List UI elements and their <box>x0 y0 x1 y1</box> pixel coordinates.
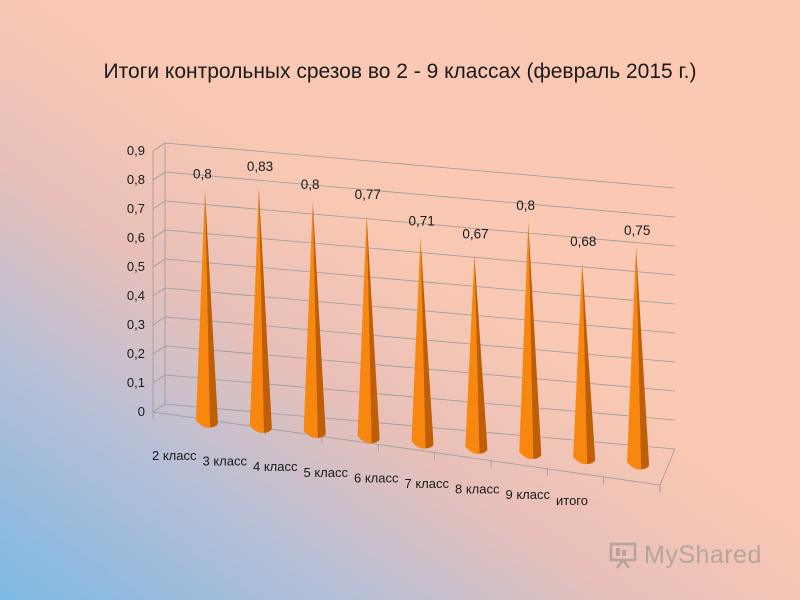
cone-bar-side <box>528 221 542 459</box>
x-category-label: 9 класс <box>506 487 551 502</box>
watermark-text: MyShared <box>644 540 762 569</box>
cone-bar-side <box>420 237 434 449</box>
y-tick-label: 0,8 <box>127 172 145 187</box>
cone-bar-side <box>582 261 596 465</box>
chart-title: Итоги контрольных срезов во 2 - 9 класса… <box>103 60 697 83</box>
grid-line-wall <box>152 287 166 297</box>
cone-bar-side <box>474 254 488 454</box>
watermark-logo: MyShared <box>608 537 768 573</box>
cone-bar-front <box>627 246 642 470</box>
y-tick-label: 0,3 <box>127 317 145 332</box>
grid-line-wall <box>152 316 166 326</box>
data-label: 0,8 <box>516 198 535 213</box>
x-category-label: итого <box>556 493 588 508</box>
y-tick-label: 0,9 <box>127 143 145 158</box>
grid-line-wall <box>152 142 166 152</box>
cone-bar-side <box>636 246 650 470</box>
x-category-label: 5 класс <box>304 465 349 480</box>
grid-line-wall <box>152 171 166 181</box>
grid-line <box>164 200 676 247</box>
grid-line <box>164 171 676 218</box>
presentation-board-icon <box>609 542 637 569</box>
grid-line-wall <box>152 229 166 239</box>
cone-bar-side <box>366 214 380 444</box>
cone-bar-front <box>519 221 534 460</box>
x-category-label: 6 класс <box>354 470 399 485</box>
data-label: 0,71 <box>409 214 435 229</box>
grid-line-wall <box>152 258 166 268</box>
x-category-label: 7 класс <box>405 476 450 491</box>
y-axis-ticks: 0 0,1 0,2 0,3 0,4 0,5 0,6 0,7 0,8 0,9 <box>127 143 145 419</box>
data-label: 0,83 <box>247 159 273 174</box>
grid-line-wall <box>152 200 166 210</box>
data-label: 0,8 <box>193 167 212 182</box>
x-category-label: 2 класс <box>152 448 197 463</box>
cone-bars: 0,8 0,83 0,8 0,77 0,71 0,67 0,8 0,68 0,75 <box>193 159 650 470</box>
data-label: 0,8 <box>301 177 320 192</box>
x-category-label: 4 класс <box>253 459 298 474</box>
y-tick-label: 0,1 <box>127 375 145 390</box>
grid-line-wall <box>152 403 166 413</box>
data-label: 0,75 <box>624 223 650 238</box>
cone-bar-front <box>465 254 480 454</box>
x-category-label: 8 класс <box>455 482 500 497</box>
cone-bar-front <box>249 187 264 433</box>
data-label: 0,68 <box>570 234 596 249</box>
y-tick-label: 0,4 <box>127 288 145 303</box>
floor-right-edge <box>659 448 676 486</box>
cone-bar-front <box>357 214 372 444</box>
cone-bar-front <box>303 201 318 439</box>
cone-bar-front <box>195 190 210 428</box>
y-tick-label: 0,2 <box>127 346 145 361</box>
y-tick-label: 0,6 <box>127 230 145 245</box>
y-tick-label: 0 <box>138 404 145 419</box>
grid-line <box>164 142 676 189</box>
cone-bar-side <box>258 187 272 433</box>
cone-bar-side <box>204 190 218 428</box>
x-axis-categories: 2 класс 3 класс 4 класс 5 класс 6 класс 7 кла… <box>152 448 588 508</box>
cone-bar-front <box>411 237 426 449</box>
x-category-label: 3 класс <box>203 454 248 469</box>
grid-line-wall <box>152 374 166 384</box>
grid-line-wall <box>152 345 166 355</box>
cone-bar-side <box>312 201 326 439</box>
y-tick-label: 0,7 <box>127 201 145 216</box>
cone-bar-front <box>573 261 588 465</box>
data-label: 0,67 <box>462 226 488 241</box>
y-tick-label: 0,5 <box>127 259 145 274</box>
data-label: 0,77 <box>355 187 381 202</box>
floor-front-edge <box>152 411 661 486</box>
